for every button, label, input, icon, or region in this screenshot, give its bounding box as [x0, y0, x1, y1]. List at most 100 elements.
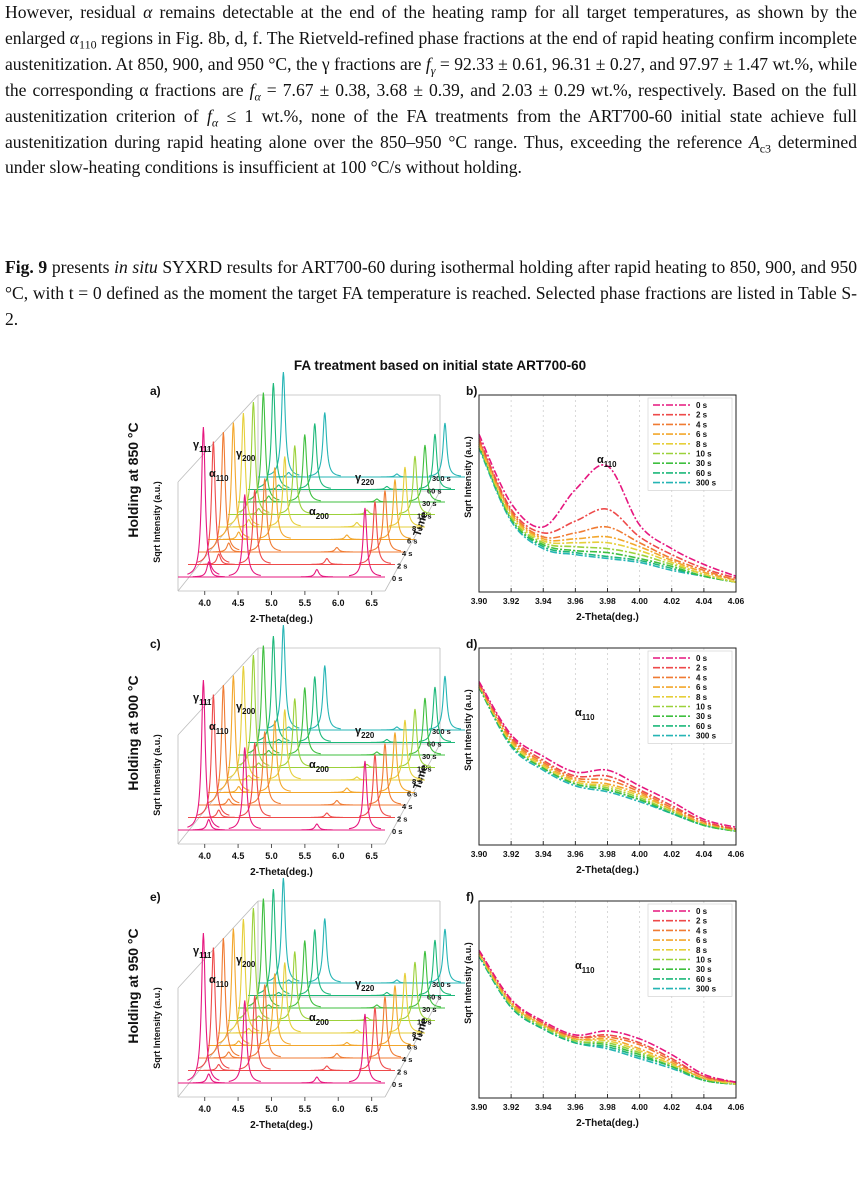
diffraction-peak	[267, 877, 300, 982]
subscript: 200	[242, 707, 256, 716]
diffraction-peak	[380, 979, 413, 984]
diffraction-peak	[237, 907, 270, 1019]
x-tick-label: 4.5	[232, 1104, 245, 1114]
curve	[478, 953, 737, 1085]
legend-label: 2 s	[696, 411, 708, 420]
axis-frame	[177, 900, 259, 989]
diffraction-peak	[187, 932, 220, 1081]
diffraction-peak	[202, 809, 235, 818]
diffraction-peak	[237, 654, 270, 766]
symbol: γ	[193, 692, 200, 704]
axis-frame	[384, 996, 441, 1098]
panel-label: a)	[150, 384, 161, 398]
diffraction-peak	[308, 665, 341, 730]
diffraction-peak	[358, 754, 392, 817]
x-tick-label: 4.00	[631, 596, 648, 606]
plot-frame	[478, 394, 737, 593]
y-axis-label: Sqrt Intensity (a.u.)	[152, 987, 162, 1069]
symbol: α	[309, 506, 316, 518]
peak-label: α200	[309, 1012, 330, 1027]
diffraction-peak	[360, 1004, 393, 1009]
x-axis-label: 2-Theta(deg.)	[576, 1118, 639, 1129]
annotation: α110	[575, 960, 595, 975]
legend-label: 60 s	[696, 975, 712, 984]
legend-label: 60 s	[696, 722, 712, 731]
subscript: 200	[242, 960, 256, 969]
symbol: γ	[236, 954, 243, 966]
diffraction-peak	[267, 371, 300, 476]
diffraction-peak	[408, 950, 442, 1008]
x-tick-label: 4.5	[232, 598, 245, 608]
symbol: γ	[355, 725, 362, 737]
diffraction-peak	[217, 422, 250, 538]
peak-label: γ220	[355, 472, 375, 487]
text: remains detectable at the end of the hea…	[5, 2, 857, 48]
diffraction-peak	[298, 929, 331, 995]
diffraction-peak	[358, 1007, 392, 1070]
time-label: 300 s	[432, 980, 451, 989]
legend-label: 4 s	[696, 673, 708, 682]
diffraction-peak	[227, 665, 260, 779]
diffraction-peak	[248, 731, 281, 805]
symbol: γ	[236, 701, 243, 713]
diffraction-peak	[370, 738, 403, 743]
x-tick-label: 3.94	[535, 849, 552, 859]
curve	[478, 439, 737, 581]
subscript: 111	[199, 445, 212, 454]
x-tick-label: 4.5	[232, 851, 245, 861]
diffraction-peak	[192, 1073, 225, 1084]
symbol: α	[309, 1012, 316, 1024]
diffraction-peak	[268, 709, 301, 780]
diffraction-peak	[348, 507, 382, 577]
x-tick-label: 4.00	[631, 849, 648, 859]
time-label: 0 s	[392, 1080, 402, 1089]
x-tick-label: 3.92	[503, 849, 520, 859]
text: in situ	[114, 257, 158, 277]
time-label: 60 s	[427, 740, 442, 749]
x-tick-label: 3.92	[503, 596, 520, 606]
diffraction-peak	[222, 531, 255, 540]
time-label: 6 s	[407, 1043, 417, 1052]
diffraction-peak	[242, 1015, 275, 1021]
panel-label: f)	[466, 890, 474, 904]
x-tick-label: 4.00	[631, 1102, 648, 1112]
x-tick-label: 3.96	[567, 849, 584, 859]
panel-label: d)	[466, 637, 477, 651]
legend-label: 4 s	[696, 420, 708, 429]
diffraction-peak	[202, 553, 235, 565]
subscript: α	[212, 115, 218, 129]
diffraction-peak	[262, 484, 295, 490]
diffraction-peak	[340, 521, 373, 528]
peak-label: γ111	[193, 692, 212, 707]
diffraction-peak	[418, 686, 452, 743]
diffraction-peak	[298, 676, 331, 742]
diffraction-peak	[217, 675, 250, 791]
x-tick-label: 3.98	[599, 1102, 616, 1112]
subscript: 111	[199, 698, 212, 707]
subscript: 220	[361, 984, 375, 993]
paragraph: However, residual α remains detectable a…	[5, 0, 857, 181]
diffraction-peak	[257, 382, 290, 489]
diffraction-peak	[380, 473, 413, 478]
diffraction-peak	[370, 485, 403, 490]
diffraction-peak	[330, 534, 363, 540]
diffraction-peak	[212, 1051, 245, 1059]
diffraction-peak	[248, 984, 281, 1058]
diffraction-peak	[388, 466, 422, 527]
x-tick-label: 4.0	[198, 598, 211, 608]
diffraction-peak	[398, 961, 432, 1020]
x-tick-label: 3.90	[471, 596, 488, 606]
legend-label: 300 s	[696, 479, 717, 488]
time-label: 300 s	[432, 727, 451, 736]
symbol: γ	[193, 945, 200, 957]
curve	[478, 687, 737, 832]
text: = 92.33 ± 0.61, 96.31 ± 0.27, and 97.97 …	[5, 53, 857, 100]
diffraction-peak	[252, 749, 285, 756]
x-tick-label: 4.04	[696, 596, 713, 606]
subscript: 200	[316, 512, 330, 521]
legend-label: 10 s	[696, 956, 712, 965]
diffraction-peak	[197, 947, 230, 1069]
subscript: 200	[242, 454, 256, 463]
